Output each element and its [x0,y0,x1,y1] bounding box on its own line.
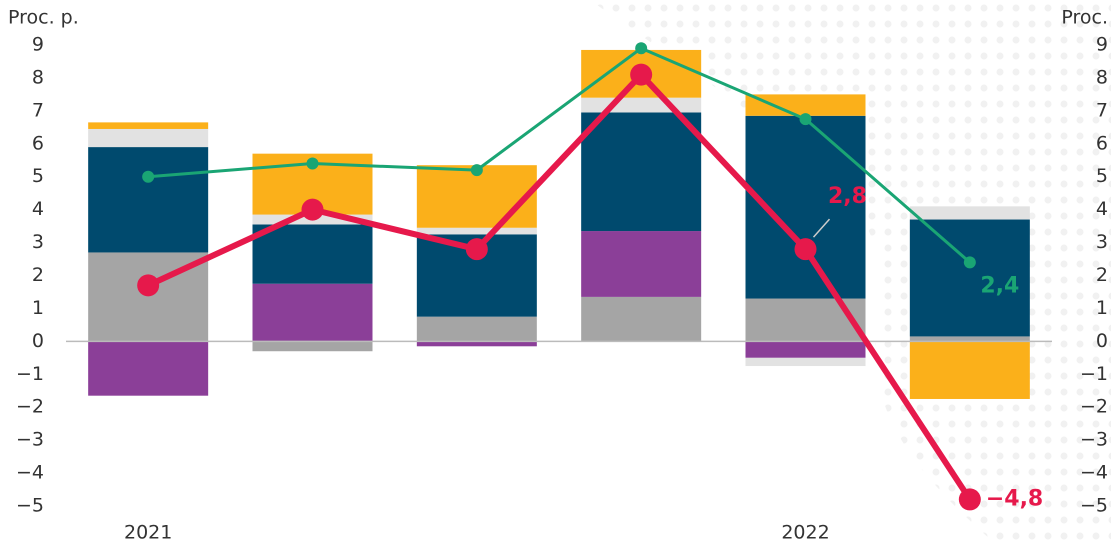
line-marker [799,113,812,126]
bar-segment [252,283,373,342]
y-tick-label: 8 [32,66,44,88]
line-marker [958,488,981,511]
line-marker [142,170,155,183]
bar-segment [252,341,373,352]
value-label: 2,8 [828,184,867,209]
bar-segment [909,336,1030,342]
line-marker [794,238,817,261]
y2-tick-label: 9 [1096,34,1108,56]
y2-tick-label: 5 [1096,165,1108,187]
bar-segment [909,206,1030,220]
y-tick-label: 1 [32,297,44,319]
leader-line [812,218,831,238]
y2-tick-label: 2 [1096,264,1108,286]
y-axis-title: Proc. p. [8,7,79,29]
background-dots [590,0,1111,548]
bar-segment [745,94,866,116]
y2-tick-label: 0 [1096,330,1108,352]
x-tick-label: 2021 [124,522,172,544]
bar-segment [581,97,702,113]
value-label: 2,4 [980,273,1019,298]
line-marker [963,256,976,269]
bar-segment [88,147,209,253]
bar-segment [88,128,209,148]
line-marker [465,238,488,261]
y2-tick-label: 8 [1096,66,1108,88]
bar-segment [745,298,866,342]
y-tick-label: 7 [32,99,44,121]
bar-segment [88,122,209,129]
y2-axis-title: Proc. [1061,7,1108,29]
bar-segment [745,341,866,358]
y-tick-label: 2 [32,264,44,286]
bar-segment [581,231,702,297]
line-marker [470,164,483,177]
y2-tick-label: −5 [1080,495,1108,517]
y-tick-label: 9 [32,34,44,56]
y-tick-label: 5 [32,165,44,187]
line [146,71,973,502]
y2-tick-label: −1 [1080,363,1108,385]
line-marker [635,42,648,55]
line-marker [137,274,160,297]
bar-segment [416,227,537,235]
line [148,46,971,264]
y-tick-label: −5 [16,495,44,517]
y-tick-label: 3 [32,231,44,253]
y2-tick-label: −4 [1080,462,1108,484]
y2-tick-label: 7 [1096,99,1108,121]
y-tick-label: −4 [16,462,44,484]
bar-segment [88,341,209,396]
y-tick-label: −2 [16,396,44,418]
bar-segment [745,357,866,367]
y2-tick-label: 4 [1096,198,1108,220]
bar-segment [909,219,1030,337]
value-label: −4,8 [986,486,1043,511]
bar-segment [581,112,702,232]
y-tick-label: 4 [32,198,44,220]
line-marker [630,63,653,86]
y-tick-label: −3 [16,429,44,451]
y2-tick-label: −3 [1080,429,1108,451]
bar-segment [416,341,537,347]
line-marker [306,157,319,170]
bar-segment [909,341,1030,399]
bar-segment [581,296,702,342]
y2-tick-label: 3 [1096,231,1108,253]
bar-segment [252,224,373,284]
bar-segment [416,316,537,342]
y-tick-label: −1 [16,363,44,385]
x-tick-label: 2022 [781,522,829,544]
y-tick-label: 0 [32,330,44,352]
y2-tick-label: 1 [1096,297,1108,319]
y2-tick-label: −2 [1080,396,1108,418]
y-tick-label: 6 [32,132,44,154]
y2-tick-label: 6 [1096,132,1108,154]
line-marker [301,198,324,221]
